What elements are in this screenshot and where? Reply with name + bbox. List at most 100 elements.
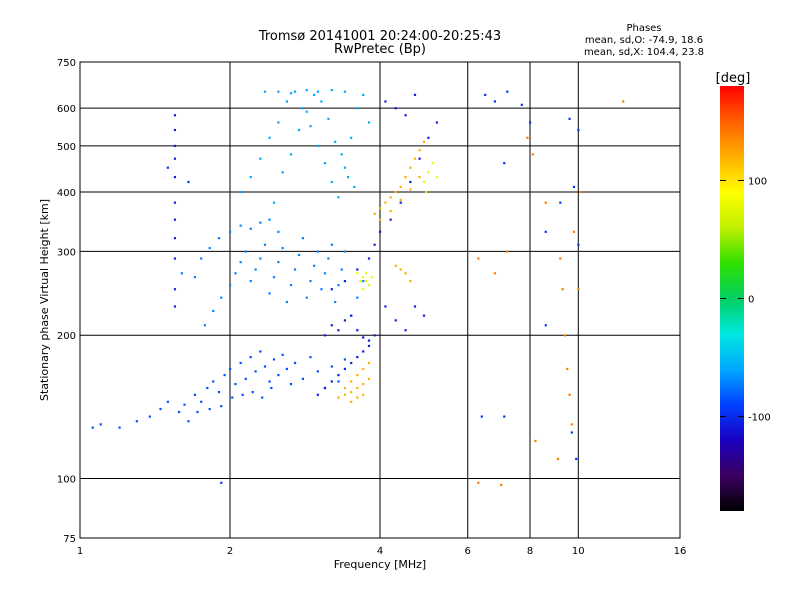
data-point [362, 336, 365, 339]
data-point [334, 300, 337, 304]
data-point [208, 407, 211, 411]
data-point [91, 426, 94, 429]
data-point [281, 247, 284, 250]
data-point [394, 264, 397, 267]
data-point [263, 365, 267, 368]
data-point [244, 377, 247, 381]
data-point [362, 350, 365, 353]
data-point [272, 276, 276, 279]
data-point [223, 374, 226, 377]
data-point [193, 393, 197, 396]
data-point [327, 117, 330, 120]
data-point [187, 180, 190, 184]
data-point [568, 117, 571, 120]
data-point [309, 125, 312, 128]
data-point [301, 237, 305, 240]
data-point [350, 380, 353, 383]
data-point [239, 361, 242, 365]
data-point [289, 382, 293, 386]
data-point [399, 185, 402, 189]
data-point [323, 386, 327, 390]
data-point [531, 153, 534, 156]
data-point [313, 93, 316, 96]
data-point [285, 367, 288, 371]
data-point [239, 190, 242, 194]
chart-subtitle: RwPretec (Bp) [334, 42, 426, 57]
data-point [148, 415, 151, 418]
data-point [316, 370, 319, 373]
data-point [323, 162, 327, 165]
data-point [394, 319, 397, 322]
data-point [413, 93, 417, 96]
data-point [330, 365, 333, 368]
chart-title: Tromsø 20141001 20:24:00-20:25:43 [258, 29, 501, 44]
data-point [353, 185, 356, 189]
data-point [231, 396, 234, 399]
x-tick-label: 16 [674, 546, 687, 557]
data-point [570, 423, 573, 426]
data-point [249, 227, 252, 230]
data-point [259, 257, 262, 260]
data-point [293, 90, 297, 93]
data-point [173, 157, 177, 160]
data-point [506, 250, 509, 253]
x-tick-label: 8 [527, 546, 533, 557]
data-point [270, 386, 273, 390]
data-point [356, 396, 359, 399]
data-point [350, 314, 353, 317]
data-point [316, 90, 319, 93]
data-point [254, 268, 257, 271]
data-point [301, 377, 305, 381]
colorbar-tick-label: 0 [748, 295, 754, 306]
data-point [572, 185, 576, 189]
data-point [180, 272, 183, 275]
data-point [389, 218, 392, 221]
data-point [404, 175, 407, 179]
data-point [337, 284, 340, 287]
data-point [577, 128, 580, 132]
x-axis-label: Frequency [MHz] [334, 558, 426, 571]
data-point [435, 121, 438, 124]
data-point [422, 314, 426, 317]
data-point [334, 140, 337, 143]
data-point [356, 374, 359, 377]
data-point [418, 175, 421, 179]
x-tick-label: 1 [77, 546, 83, 557]
data-point [343, 280, 347, 283]
data-point [346, 175, 350, 179]
colorbar-tick-label: 100 [748, 176, 767, 187]
data-point [173, 175, 177, 179]
data-point [183, 403, 186, 406]
data-point [568, 393, 571, 396]
data-point [220, 481, 223, 484]
data-point [399, 198, 402, 202]
data-point [277, 90, 280, 93]
data-point [367, 257, 371, 260]
data-point [239, 261, 242, 264]
data-point [404, 329, 407, 332]
data-point [173, 305, 177, 308]
y-tick-label: 75 [63, 534, 76, 545]
data-point [173, 114, 177, 117]
data-point [305, 296, 308, 299]
data-point [220, 405, 223, 408]
data-point [379, 218, 382, 221]
data-point [350, 136, 353, 139]
data-point [343, 166, 347, 169]
data-point [173, 201, 177, 204]
data-point [367, 339, 371, 342]
data-point [193, 276, 197, 279]
data-point [413, 157, 417, 160]
colorbar-tick-label: -100 [748, 413, 771, 424]
data-point [431, 162, 434, 165]
data-point [173, 237, 177, 240]
data-point [506, 90, 509, 93]
data-point [577, 288, 580, 291]
data-point [343, 367, 347, 371]
data-point [484, 93, 487, 96]
data-point [427, 171, 430, 174]
data-point [362, 382, 365, 386]
data-point [234, 382, 237, 386]
data-point [268, 136, 271, 139]
data-point [173, 218, 177, 221]
